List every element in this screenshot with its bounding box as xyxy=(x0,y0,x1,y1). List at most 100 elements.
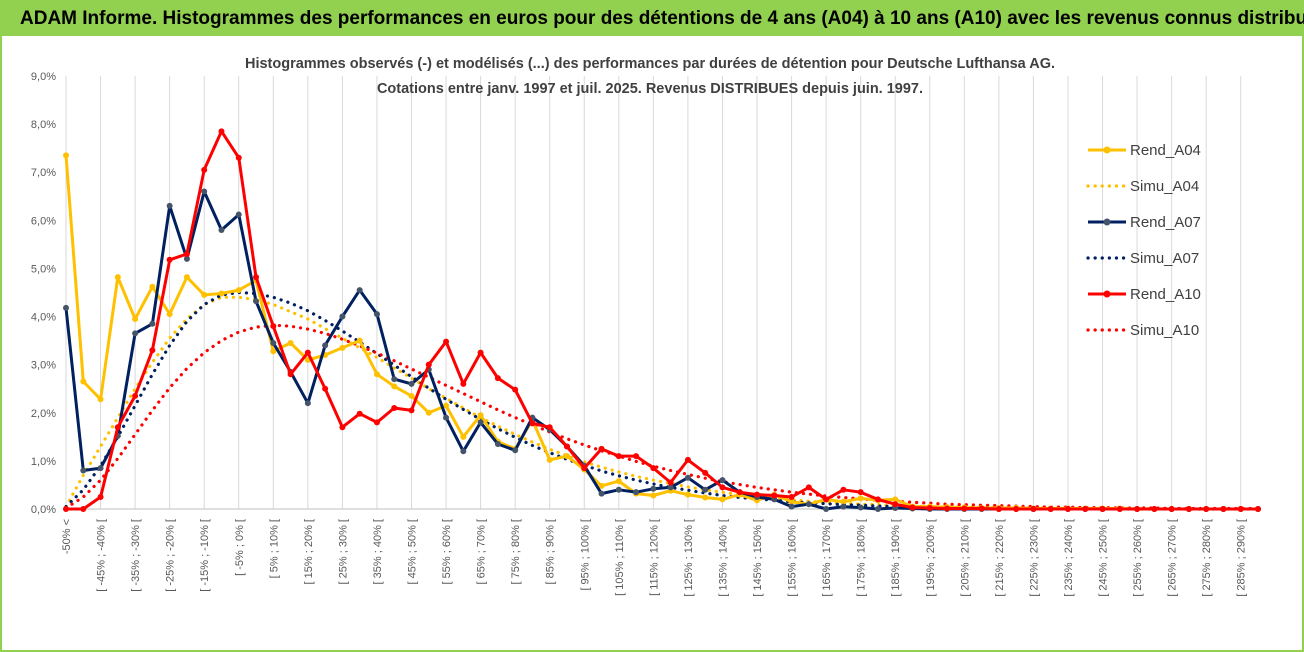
data-point-rend_a04 xyxy=(63,152,69,159)
data-point-rend_a04 xyxy=(460,433,467,440)
y-tick-label: 4,0% xyxy=(31,312,56,324)
legend-label: Simu_A04 xyxy=(1130,178,1199,195)
series-line-rend_a10 xyxy=(66,129,1258,511)
data-point-rend_a10 xyxy=(771,492,778,499)
data-point-rend_a04 xyxy=(477,412,484,419)
x-tick-label: [ 105% ; 110% [ xyxy=(614,519,626,596)
data-point-rend_a04 xyxy=(391,383,398,390)
data-point-rend_a07 xyxy=(322,342,329,349)
data-point-rend_a04 xyxy=(114,274,121,281)
data-point-rend_a10 xyxy=(926,505,933,512)
data-point-rend_a07 xyxy=(149,320,156,327)
data-point-rend_a04 xyxy=(684,491,691,498)
data-point-rend_a07 xyxy=(183,255,190,262)
data-point-rend_a10 xyxy=(322,385,329,392)
data-point-rend_a10 xyxy=(132,392,139,399)
data-point-rend_a10 xyxy=(166,256,173,263)
x-tick-label: [ 165% ; 170% [ xyxy=(821,519,833,597)
data-point-rend_a07 xyxy=(494,441,501,448)
data-point-rend_a10 xyxy=(1082,506,1089,512)
data-point-rend_a10 xyxy=(1151,506,1158,512)
data-point-rend_a07 xyxy=(650,485,657,492)
x-tick-label: [ 205% ; 210% [ xyxy=(959,519,971,597)
series-layer xyxy=(63,128,1261,512)
data-point-rend_a10 xyxy=(1116,506,1123,512)
data-point-rend_a07 xyxy=(339,313,346,320)
x-tick-label: [ 245% ; 250% [ xyxy=(1098,519,1110,597)
x-tick-label: [ 275% ; 280% [ xyxy=(1201,519,1213,597)
data-point-rend_a10 xyxy=(512,386,519,393)
legend-marker xyxy=(1103,290,1111,298)
data-point-rend_a07 xyxy=(719,477,726,484)
data-point-rend_a10 xyxy=(1064,506,1071,512)
data-point-rend_a04 xyxy=(270,348,277,355)
legend-label: Simu_A07 xyxy=(1130,250,1199,267)
data-point-rend_a04 xyxy=(443,402,450,409)
data-point-rend_a07 xyxy=(805,501,812,508)
data-point-rend_a04 xyxy=(166,311,173,318)
data-point-rend_a10 xyxy=(183,251,190,258)
y-tick-label: 0,0% xyxy=(31,504,56,516)
data-point-rend_a10 xyxy=(1220,506,1227,512)
data-point-rend_a10 xyxy=(719,484,726,491)
legend: Rend_A04 Simu_A04 Rend_A07 Simu_A07 Rend_A10… xyxy=(1086,142,1201,339)
data-point-rend_a07 xyxy=(218,226,225,233)
data-point-rend_a10 xyxy=(201,166,208,173)
data-point-rend_a04 xyxy=(425,409,432,416)
data-point-rend_a10 xyxy=(702,469,709,476)
data-point-rend_a10 xyxy=(633,453,640,460)
x-tick-label: [ 235% ; 240% [ xyxy=(1063,519,1075,597)
x-tick-label: [ 125% ; 130% [ xyxy=(683,519,695,597)
data-point-rend_a10 xyxy=(667,479,674,486)
data-point-rend_a07 xyxy=(132,330,139,337)
x-tick-label: [ 115% ; 120% [ xyxy=(648,519,660,596)
data-point-rend_a10 xyxy=(1134,506,1141,512)
data-point-rend_a07 xyxy=(788,503,795,510)
x-tick-label: [ -35% ; -30% [ xyxy=(130,519,142,592)
data-point-rend_a07 xyxy=(477,419,484,426)
data-point-rend_a10 xyxy=(650,465,657,472)
data-point-rend_a07 xyxy=(702,486,709,493)
data-point-rend_a10 xyxy=(598,445,605,452)
data-point-rend_a04 xyxy=(840,498,847,505)
data-point-rend_a10 xyxy=(114,424,121,431)
x-tick-label: [ -15% ; -10% [ xyxy=(199,519,211,592)
data-point-rend_a10 xyxy=(995,506,1002,512)
data-point-rend_a04 xyxy=(356,337,363,344)
x-tick-label: [ 35% ; 40% [ xyxy=(372,519,384,584)
data-point-rend_a07 xyxy=(667,484,674,491)
x-tick-label: [ 215% ; 220% [ xyxy=(994,519,1006,597)
data-point-rend_a10 xyxy=(857,489,864,496)
x-tick-label: [ 285% ; 290% [ xyxy=(1236,519,1248,597)
x-tick-label: -50% < xyxy=(61,519,73,554)
data-point-rend_a07 xyxy=(201,188,208,195)
data-point-rend_a10 xyxy=(80,506,87,512)
data-point-rend_a10 xyxy=(304,349,311,356)
data-point-rend_a10 xyxy=(823,496,830,503)
data-point-rend_a07 xyxy=(235,211,242,218)
x-tick-label: [ 55% ; 60% [ xyxy=(441,519,453,584)
data-point-rend_a10 xyxy=(1168,506,1175,512)
data-point-rend_a04 xyxy=(218,290,225,297)
data-point-rend_a07 xyxy=(63,304,69,311)
x-tick-label: [ 145% ; 150% [ xyxy=(752,519,764,597)
data-point-rend_a10 xyxy=(1237,506,1244,512)
data-point-rend_a04 xyxy=(373,371,380,378)
data-point-rend_a10 xyxy=(1047,506,1054,512)
data-point-rend_a10 xyxy=(892,501,899,508)
data-point-rend_a10 xyxy=(63,506,69,512)
data-point-rend_a07 xyxy=(356,287,363,294)
x-tick-label: [ 95% ; 100% [ xyxy=(579,519,591,591)
data-point-rend_a07 xyxy=(391,376,398,383)
x-tick-label: [ 45% ; 50% [ xyxy=(407,519,419,584)
data-point-rend_a10 xyxy=(1013,506,1020,512)
legend-label: Rend_A07 xyxy=(1130,214,1201,231)
data-point-rend_a07 xyxy=(166,202,173,209)
grid-layer xyxy=(65,76,1242,509)
data-point-rend_a07 xyxy=(684,474,691,481)
data-point-rend_a07 xyxy=(857,504,864,511)
x-tick-label: [ -25% ; -20% [ xyxy=(165,519,177,592)
x-tick-label: [ -5% ; 0% [ xyxy=(234,519,246,576)
data-point-rend_a10 xyxy=(581,465,588,472)
